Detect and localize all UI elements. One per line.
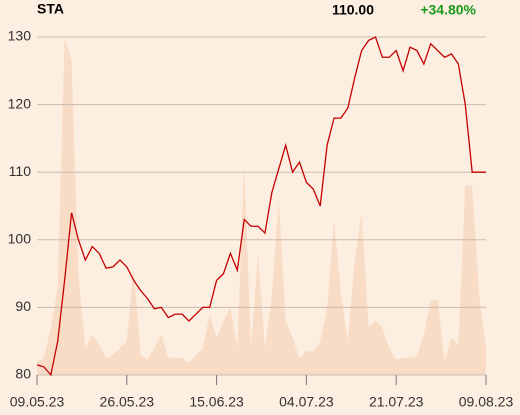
y-tick-label: 90	[15, 298, 31, 314]
chart-title: STA	[37, 1, 64, 17]
price-line	[36, 36, 486, 377]
price-change: +34.80%	[420, 2, 476, 18]
x-tick-label: 21.07.23	[369, 394, 424, 410]
x-tick-label: 15.06.23	[189, 394, 244, 410]
last-price: 110.00	[332, 2, 374, 18]
layer	[37, 37, 486, 375]
x-tick-label: 09.05.23	[10, 394, 65, 410]
x-tick-label: 26.05.23	[100, 394, 155, 410]
volume-area	[37, 37, 486, 375]
x-tick-label: 04.07.23	[279, 394, 334, 410]
y-tick-label: 130	[8, 28, 32, 44]
layer: 80 90 100 110 120 130 09.05.23 26.05.23 15.06.23…	[8, 28, 514, 410]
y-tick-label: 120	[8, 95, 32, 111]
y-tick-label: 80	[15, 366, 31, 382]
y-tick-label: 110	[9, 163, 32, 179]
x-tick-label: 09.08.23	[459, 394, 514, 410]
layer	[37, 36, 486, 376]
y-tick-label: 100	[8, 231, 32, 247]
